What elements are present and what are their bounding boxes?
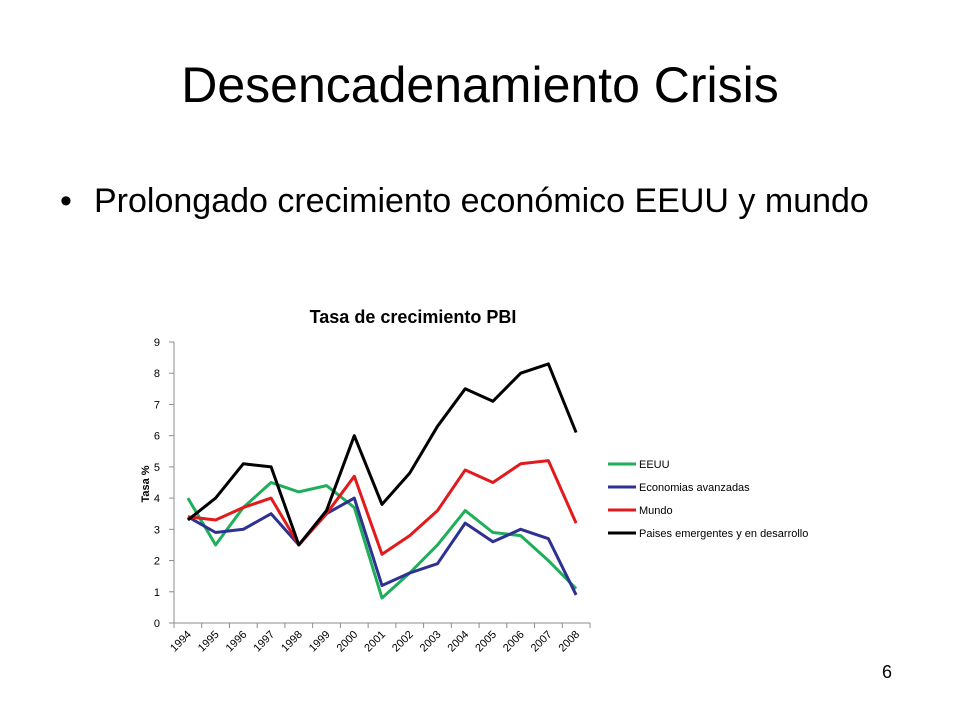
y-tick-label: 4	[154, 493, 160, 505]
x-tick-label: 2004	[446, 629, 472, 655]
legend-label: Economias avanzadas	[639, 482, 750, 494]
y-tick-label: 0	[154, 618, 160, 630]
y-axis-label: Tasa %	[140, 465, 152, 502]
series-line-2	[187, 496, 578, 596]
x-tick-label: 1998	[279, 629, 305, 655]
y-tick-label: 3	[154, 524, 160, 536]
legend-label: Mundo	[639, 505, 673, 517]
bullet-text: Prolongado crecimiento económico EEUU y …	[94, 182, 869, 220]
bullet-marker: •	[60, 182, 72, 220]
y-axis-ticks: 0 1 2 3 4 5 6 7 8 9	[154, 337, 174, 630]
x-tick-label: 2002	[390, 629, 416, 655]
y-tick-label: 1	[154, 587, 160, 599]
legend: EEUU Economias avanzadas Mundo Paises emerg…	[608, 459, 808, 540]
chart-title: Tasa de crecimiento PBI	[310, 307, 517, 327]
bullet-item: • Prolongado crecimiento económico EEUU …	[60, 178, 920, 224]
x-tick-label: 1996	[224, 629, 250, 655]
x-axis-ticks: 1994 1995 1996 1997 1998 1999 2000 2001 2002 2003…	[168, 623, 591, 655]
legend-label: EEUU	[639, 459, 670, 471]
slide-title: Desencadenamiento Crisis	[181, 57, 779, 113]
x-tick-label: 2003	[418, 629, 444, 655]
x-tick-label: 2000	[335, 629, 361, 655]
x-tick-label: 2006	[501, 629, 527, 655]
y-tick-label: 5	[154, 462, 160, 474]
x-tick-label: 1994	[168, 629, 194, 655]
y-tick-label: 8	[154, 368, 160, 380]
x-tick-label: 2008	[556, 629, 582, 655]
x-tick-label: 2005	[473, 629, 499, 655]
x-tick-label: 2001	[362, 629, 388, 655]
series-line-3	[187, 459, 578, 556]
page-number: 6	[882, 662, 893, 682]
series-lines	[186, 362, 578, 600]
y-tick-label: 6	[154, 431, 160, 443]
x-tick-label: 1995	[196, 629, 222, 655]
legend-label: Paises emergentes y en desarrollo	[639, 528, 808, 540]
y-tick-label: 9	[154, 337, 160, 349]
series-line-4	[186, 362, 578, 547]
y-tick-label: 7	[154, 399, 160, 411]
x-tick-label: 1997	[251, 629, 277, 655]
x-tick-label: 2007	[529, 629, 555, 655]
x-tick-label: 1999	[307, 629, 333, 655]
y-tick-label: 2	[154, 556, 160, 568]
